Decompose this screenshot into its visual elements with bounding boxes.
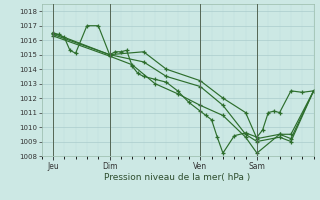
X-axis label: Pression niveau de la mer( hPa ): Pression niveau de la mer( hPa ) <box>104 173 251 182</box>
